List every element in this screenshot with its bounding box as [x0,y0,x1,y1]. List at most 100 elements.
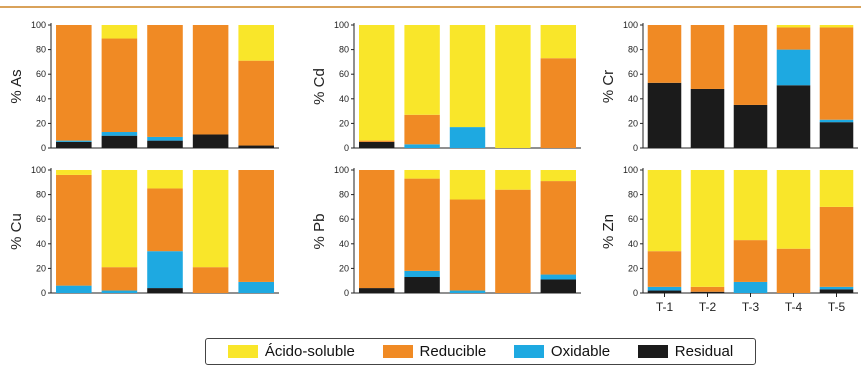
bar-segment-reducible [540,58,577,148]
y-tick-label: 40 [628,239,638,249]
bar-segment-reducible [690,286,725,292]
y-tick-label: 20 [339,118,349,128]
y-tick-label: 20 [339,263,349,273]
bar-segment-reducible [101,38,138,133]
legend-swatch-oxidable [513,345,544,358]
bar-segment-acido-soluble [404,170,440,179]
bar-segment-oxidable [540,274,577,280]
x-tick-label: T-4 [785,300,803,314]
y-tick-label: 60 [36,214,46,224]
bar-segment-acido-soluble [238,25,274,61]
y-tick-label: 80 [339,190,349,200]
y-tick-label: 100 [31,165,46,175]
bar-segment-reducible [540,181,577,275]
bar-segment-reducible [192,267,229,293]
bar-segment-reducible [56,25,92,141]
y-axis-label: % Cu [8,213,25,250]
y-tick-label: 60 [36,69,46,79]
bar-segment-residual [690,88,725,148]
bar-segment-acido-soluble [776,25,811,28]
y-tick-label: 60 [339,69,349,79]
bar-segment-oxidable [776,49,811,86]
bar-segment-oxidable [101,290,138,293]
bar-segment-reducible [147,188,183,252]
bar-segment-residual [647,82,682,148]
panel--as: 0 20 40 60 80 100 % As [8,20,279,153]
bar-segment-acido-soluble [647,170,682,252]
bar-segment-acido-soluble [776,170,811,249]
legend-swatch-residual [637,345,668,358]
bar-segment-residual [690,291,725,293]
bar-segment-reducible [690,25,725,89]
x-tick-label: T-3 [742,300,760,314]
bar-segment-residual [358,288,395,293]
y-axis-label: % Cr [600,70,617,103]
bar-segment-residual [819,289,854,293]
top-rule [0,6,861,8]
y-tick-label: 0 [344,288,349,298]
y-tick-label: 80 [36,190,46,200]
bar-segment-reducible [56,174,92,286]
bar-segment-residual [238,145,274,148]
bar-segment-acido-soluble [495,170,531,190]
y-tick-label: 20 [628,118,638,128]
y-tick-label: 80 [339,45,349,55]
legend-label-oxidable: Oxidable [550,343,611,360]
bar-segment-acido-soluble [101,25,138,39]
bar-segment-acido-soluble [56,170,92,175]
bar-segment-reducible [495,189,531,293]
bar-segment-residual [358,141,395,148]
bar-segment-residual [733,104,768,148]
legend-label-acido-soluble: Ácido-soluble [264,343,355,360]
bar-segment-oxidable [819,286,854,290]
bar-segment-residual [147,288,183,293]
y-tick-label: 100 [334,20,349,30]
y-tick-label: 80 [628,190,638,200]
bar-segment-oxidable [404,270,440,278]
y-axis-label: % Cd [311,68,328,105]
bar-segment-reducible [358,140,395,142]
bar-segment-oxidable [733,281,768,293]
y-tick-label: 100 [31,20,46,30]
y-tick-label: 40 [36,94,46,104]
bar-segment-reducible [404,178,440,271]
y-tick-label: 40 [339,239,349,249]
bar-segment-reducible [776,27,811,50]
bar-segment-oxidable [449,290,486,293]
y-tick-label: 60 [628,214,638,224]
bar-segment-reducible [733,240,768,282]
legend-swatch-reducible [382,345,413,358]
bar-segment-reducible [776,248,811,293]
bar-segment-acido-soluble [101,170,138,268]
bar-segment-acido-soluble [147,170,183,189]
bar-segment-oxidable [101,132,138,136]
bar-segment-acido-soluble [495,25,531,148]
bar-segment-oxidable [238,281,274,293]
bar-segment-residual [647,290,682,293]
bar-segment-oxidable [56,140,92,142]
bar-segment-residual [776,85,811,148]
bar-segment-residual [192,134,229,148]
y-axis-label: % Pb [311,214,328,250]
panel--cd: 0 20 40 60 80 100 % Cd [311,20,581,153]
y-axis-label: % As [8,69,25,103]
y-tick-label: 0 [41,288,46,298]
bar-segment-reducible [733,25,768,105]
y-tick-label: 80 [628,45,638,55]
bar-segment-reducible [147,25,183,137]
y-tick-label: 60 [339,214,349,224]
y-tick-label: 0 [633,288,638,298]
bar-segment-acido-soluble [819,25,854,28]
bar-segment-reducible [819,27,854,120]
y-axis-label: % Zn [600,214,617,249]
bar-segment-acido-soluble [733,170,768,241]
legend-item-acido-soluble: Ácido-soluble [227,343,355,360]
y-tick-label: 100 [623,165,638,175]
bar-segment-reducible [449,199,486,291]
bar-segment-acido-soluble [449,25,486,128]
y-tick-label: 80 [36,45,46,55]
bar-segment-reducible [238,170,274,282]
y-tick-label: 60 [628,69,638,79]
bar-segment-reducible [192,25,229,135]
